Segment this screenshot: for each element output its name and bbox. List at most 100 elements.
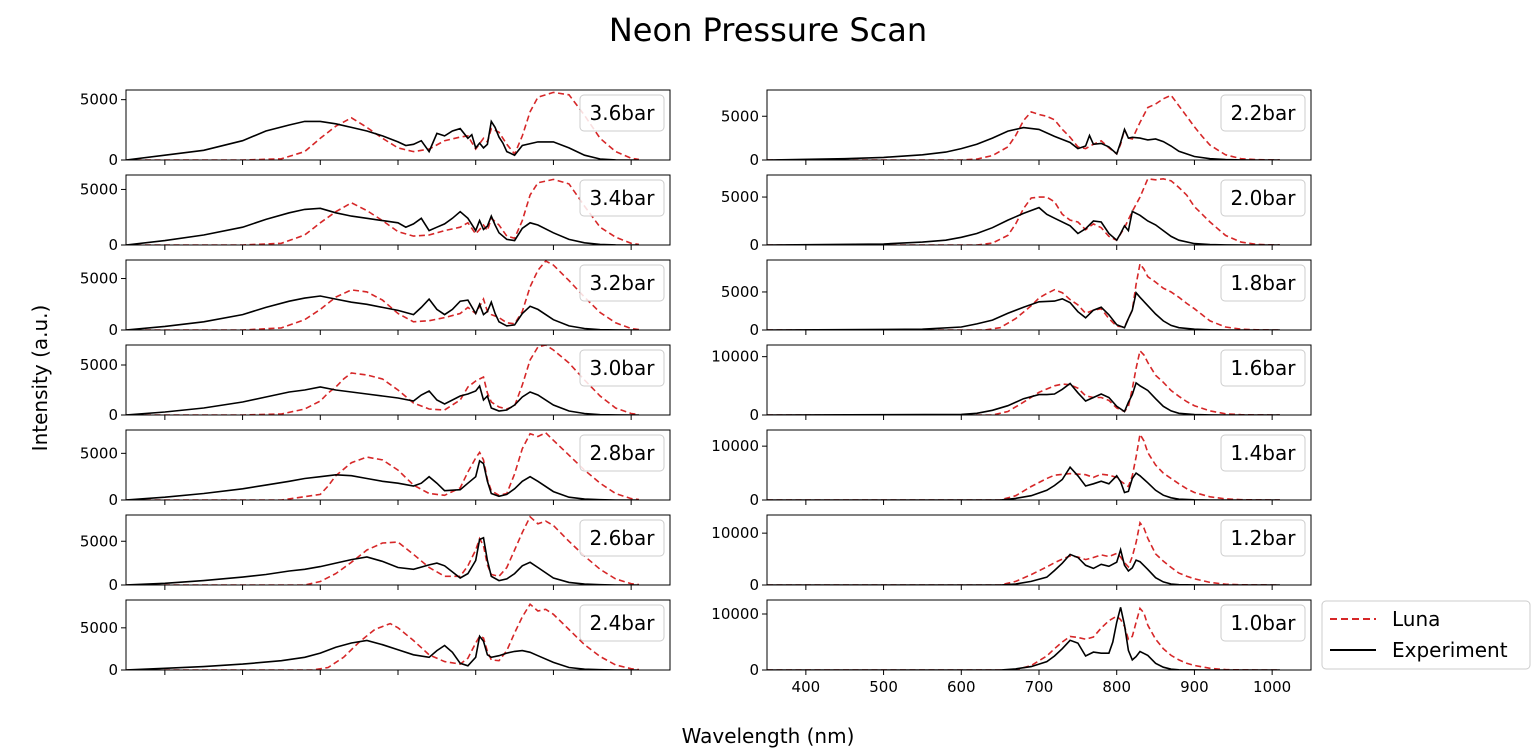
- panel-2p0bar-experiment-line: [767, 206, 1280, 245]
- panel-3p0bar: 0 5000 3.0bar: [80, 344, 671, 424]
- panel-3p2bar-experiment-line: [126, 295, 639, 330]
- panel-3p0bar-ytick-label-5000: 5000: [80, 356, 118, 374]
- panel-1p6bar: 0 10000 1.6bar: [711, 344, 1312, 424]
- panel-1p6bar-badge: [1220, 349, 1306, 387]
- panel-3p4bar-ytick-label-0: 0: [108, 236, 118, 254]
- panel-2p4bar: 0 5000 2.4bar: [80, 599, 671, 679]
- panel-2p2bar-badge: [1220, 94, 1306, 132]
- panel-1p8bar-ytick-label-5000: 5000: [721, 283, 759, 301]
- panel-2p8bar-badge: [579, 434, 665, 472]
- panel-2p0bar-ytick-label-5000: 5000: [721, 188, 759, 206]
- panel-1p4bar-luna-line: [767, 432, 1280, 500]
- panel-3p2bar-badge-label: 3.2bar: [590, 271, 656, 295]
- panel-1p0bar-background: [767, 600, 1311, 670]
- panel-1p0bar-badge-label: 1.0bar: [1231, 611, 1297, 635]
- legend: Luna Experiment: [1321, 600, 1531, 670]
- panel-2p6bar-ytick-label-0: 0: [108, 576, 118, 594]
- panel-1p8bar-ytick-label-0: 0: [749, 321, 759, 339]
- panel-1p0bar-ytick-label-10000: 10000: [711, 605, 759, 623]
- panel-2p8bar-ytick-label-5000: 5000: [80, 444, 118, 462]
- panel-1p2bar-ytick-label-0: 0: [749, 576, 759, 594]
- panel-2p4bar-badge-label: 2.4bar: [590, 611, 656, 635]
- panel-2p2bar-badge-label: 2.2bar: [1231, 101, 1297, 125]
- panel-3p4bar-badge: [579, 179, 665, 217]
- panel-3p2bar-badge: [579, 264, 665, 302]
- panel-2p4bar-badge: [579, 604, 665, 642]
- panel-1p6bar-badge-label: 1.6bar: [1231, 356, 1297, 380]
- panel-3p0bar-ytick-label-0: 0: [108, 406, 118, 424]
- panel-1p2bar: 0 10000 1.2bar: [711, 514, 1312, 594]
- panel-2p6bar: 0 5000 2.6bar: [80, 514, 671, 594]
- panel-1p2bar-badge: [1220, 519, 1306, 557]
- panel-2p6bar-ytick-label-5000: 5000: [80, 532, 118, 550]
- panel-1p0bar-xtick-label-500: 500: [869, 678, 898, 696]
- panel-1p4bar-badge-label: 1.4bar: [1231, 441, 1297, 465]
- panel-2p8bar-ytick-label-0: 0: [108, 491, 118, 509]
- panel-3p2bar-ytick-label-0: 0: [108, 321, 118, 339]
- panel-2p6bar-experiment-line: [126, 536, 639, 585]
- panel-1p8bar: 0 5000 1.8bar: [721, 259, 1312, 339]
- panel-3p0bar-badge-label: 3.0bar: [590, 356, 656, 380]
- panel-2p4bar-ytick-label-5000: 5000: [80, 619, 118, 637]
- panel-2p4bar-luna-line: [126, 602, 639, 670]
- panel-1p0bar-xtick-label-600: 600: [947, 678, 976, 696]
- panel-3p4bar: 0 5000 3.4bar: [80, 174, 671, 254]
- panel-2p8bar-badge-label: 2.8bar: [590, 441, 656, 465]
- panel-3p6bar-ytick-label-5000: 5000: [80, 91, 118, 109]
- panel-1p6bar-ytick-label-0: 0: [749, 406, 759, 424]
- legend-experiment-label: Experiment: [1392, 638, 1508, 662]
- panel-3p6bar: 0 5000 3.6bar: [80, 89, 671, 169]
- panel-1p2bar-luna-line: [767, 520, 1280, 585]
- panel-1p0bar-xtick-label-1000: 1000: [1253, 678, 1291, 696]
- panel-2p0bar-ytick-label-0: 0: [749, 236, 759, 254]
- panel-1p4bar-background: [767, 430, 1311, 500]
- panel-3p2bar-background: [126, 260, 670, 330]
- panel-1p8bar-badge: [1220, 264, 1306, 302]
- panel-1p4bar-ytick-label-0: 0: [749, 491, 759, 509]
- panel-1p0bar-xtick-label-900: 900: [1180, 678, 1209, 696]
- panel-1p8bar-badge-label: 1.8bar: [1231, 271, 1297, 295]
- panel-1p6bar-luna-line: [767, 349, 1280, 415]
- panel-3p0bar-background: [126, 345, 670, 415]
- panel-3p6bar-background: [126, 90, 670, 160]
- panel-1p8bar-luna-line: [767, 261, 1280, 330]
- panel-1p4bar-ytick-label-10000: 10000: [711, 437, 759, 455]
- panel-3p2bar-ytick-label-5000: 5000: [80, 270, 118, 288]
- panel-3p4bar-background: [126, 175, 670, 245]
- legend-luna-label: Luna: [1392, 607, 1440, 631]
- panel-1p0bar-xtick-label-800: 800: [1102, 678, 1131, 696]
- panel-2p2bar: 0 5000 2.2bar: [721, 89, 1312, 169]
- panel-1p8bar-background: [767, 260, 1311, 330]
- panel-2p0bar-background: [767, 175, 1311, 245]
- panel-2p6bar-background: [126, 515, 670, 585]
- panel-1p0bar-ytick-label-0: 0: [749, 661, 759, 679]
- panel-1p6bar-background: [767, 345, 1311, 415]
- panel-3p0bar-experiment-line: [126, 384, 639, 415]
- x-axis-label: Wavelength (nm): [682, 724, 855, 748]
- panel-1p0bar-badge: [1220, 604, 1306, 642]
- panel-1p0bar-xtick-label-700: 700: [1025, 678, 1054, 696]
- panel-3p6bar-experiment-line: [126, 119, 639, 160]
- panel-2p8bar-experiment-line: [126, 459, 639, 500]
- figure-title: Neon Pressure Scan: [609, 11, 927, 49]
- panel-2p2bar-luna-line: [767, 94, 1280, 160]
- panel-3p4bar-badge-label: 3.4bar: [590, 186, 656, 210]
- panel-2p8bar-luna-line: [126, 431, 639, 500]
- panel-1p4bar-badge: [1220, 434, 1306, 472]
- panel-2p0bar: 0 5000 2.0bar: [721, 174, 1312, 254]
- panel-2p4bar-background: [126, 600, 670, 670]
- panel-2p2bar-ytick-label-5000: 5000: [721, 107, 759, 125]
- panel-2p0bar-badge: [1220, 179, 1306, 217]
- panel-1p4bar: 0 10000 1.4bar: [711, 429, 1312, 509]
- panel-1p2bar-ytick-label-10000: 10000: [711, 524, 759, 542]
- y-axis-label: Intensity (a.u.): [28, 305, 52, 452]
- panel-1p2bar-background: [767, 515, 1311, 585]
- panel-3p4bar-ytick-label-5000: 5000: [80, 180, 118, 198]
- panel-2p6bar-badge-label: 2.6bar: [590, 526, 656, 550]
- panel-1p0bar: 0 10000 400 500 600 700 800 900 1000 1.0bar: [711, 599, 1312, 696]
- panel-2p2bar-background: [767, 90, 1311, 160]
- panel-3p6bar-badge-label: 3.6bar: [590, 101, 656, 125]
- panel-2p8bar-background: [126, 430, 670, 500]
